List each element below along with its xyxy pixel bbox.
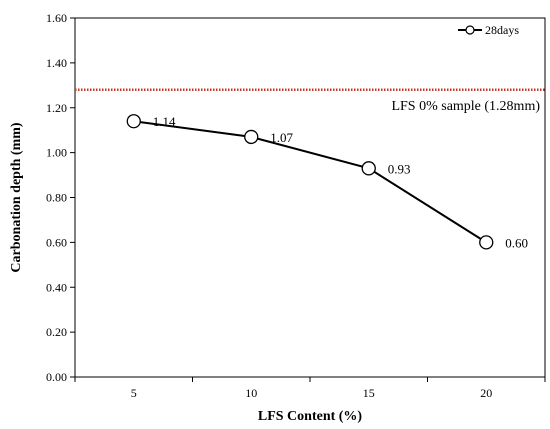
y-tick-label: 1.60: [46, 11, 67, 25]
data-point: [361, 161, 376, 176]
y-tick-label: 0.60: [46, 235, 67, 249]
legend-entry-28days: 28days: [485, 23, 519, 37]
x-tick-label: 5: [131, 386, 137, 400]
reference-line-label: LFS 0% sample (1.28mm): [391, 99, 540, 114]
data-label: 0.60: [505, 235, 528, 250]
y-tick-label: 1.00: [46, 146, 67, 160]
y-tick-label: 1.20: [46, 101, 67, 115]
data-label: 0.93: [388, 161, 411, 176]
data-point: [126, 114, 141, 129]
y-tick-label: 0.20: [46, 325, 67, 339]
y-axis-title: Carbonation depth (mm): [9, 122, 24, 272]
series-line-28days: [133, 120, 487, 244]
data-point: [244, 129, 259, 145]
data-label: 1.14: [153, 114, 176, 129]
x-tick-label: 20: [480, 386, 492, 400]
x-tick-label: 10: [245, 386, 257, 400]
plot-area: [74, 17, 546, 378]
x-axis-title: LFS Content (%): [258, 409, 363, 424]
y-tick-label: 0.80: [46, 191, 67, 205]
y-tick-label: 0.00: [46, 370, 67, 384]
data-label: 1.07: [270, 130, 293, 145]
legend-marker: [465, 25, 475, 35]
data-point: [479, 235, 494, 250]
y-tick-label: 1.40: [46, 56, 67, 70]
x-tick-label: 15: [363, 386, 375, 400]
y-tick-label: 0.40: [46, 280, 67, 294]
